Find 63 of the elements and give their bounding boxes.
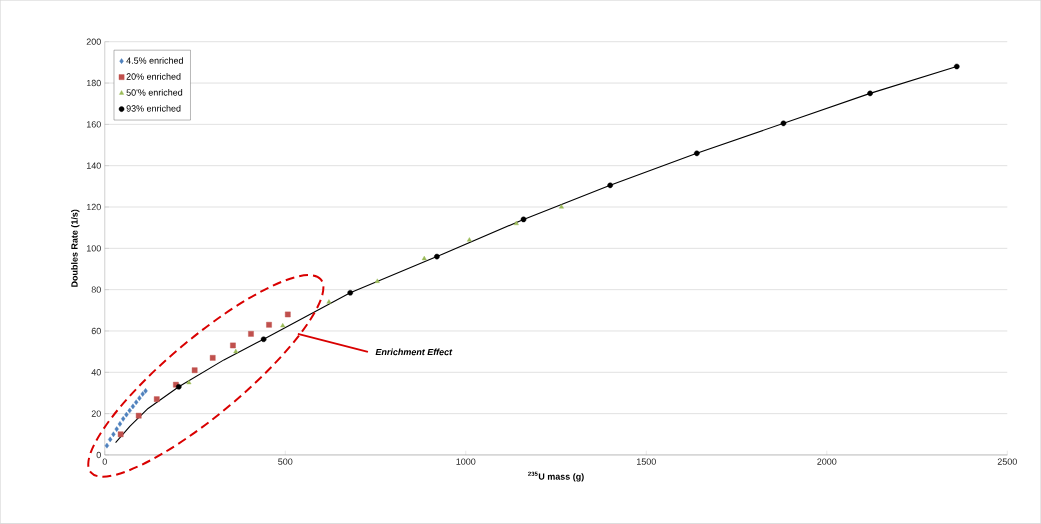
- point: [280, 323, 286, 328]
- x-tick-label: 2500: [997, 458, 1017, 465]
- point: [130, 403, 136, 410]
- point: [285, 311, 291, 318]
- point: [347, 290, 354, 296]
- point: [230, 342, 236, 349]
- point: [780, 120, 787, 127]
- point: [266, 322, 272, 328]
- y-tick-label: 40: [91, 369, 101, 376]
- point: [186, 380, 192, 385]
- point: [466, 237, 472, 242]
- point: [520, 216, 527, 223]
- legend-label: 4.5% enriched: [126, 57, 183, 64]
- point: [867, 90, 873, 97]
- x-tick-label: 0: [102, 458, 107, 465]
- point: [513, 220, 519, 226]
- y-tick-label: 180: [86, 80, 101, 87]
- y-tick-label: 200: [86, 38, 101, 46]
- point: [421, 256, 427, 261]
- point: [121, 416, 126, 422]
- point: [137, 395, 142, 402]
- y-tick-label: 0: [96, 451, 101, 459]
- annotation: Enrichment Effect: [375, 348, 453, 356]
- point: [114, 426, 119, 433]
- x-tick-label: 1500: [636, 458, 656, 465]
- point: [233, 349, 239, 354]
- point: [134, 399, 139, 406]
- point: [153, 396, 160, 403]
- x-tick-label: 1000: [456, 458, 476, 465]
- legend-label: 93% enriched: [126, 105, 181, 112]
- point: [694, 150, 700, 157]
- point: [117, 421, 123, 427]
- y-tick-label: 120: [86, 203, 101, 211]
- point: [127, 407, 132, 414]
- y-tick-label: 80: [91, 286, 101, 293]
- point: [326, 299, 332, 304]
- legend-label: 20% enriched: [126, 73, 181, 80]
- x-tick-label: 2000: [817, 458, 837, 465]
- x-axis-title: $^{235}$U mass (g): [528, 471, 584, 482]
- y-tick-label: 140: [86, 162, 101, 170]
- point: [953, 63, 960, 70]
- point: [108, 436, 113, 443]
- point: [111, 431, 116, 438]
- point: [124, 412, 129, 418]
- point: [135, 413, 142, 419]
- point: [104, 443, 110, 449]
- point: [434, 253, 440, 260]
- y-axis-title: Doubles Rate (1/s): [71, 209, 80, 288]
- point: [260, 336, 267, 343]
- point: [143, 388, 148, 394]
- y-tick-label: 20: [91, 410, 101, 417]
- point: [559, 204, 564, 209]
- point: [374, 278, 380, 284]
- point: [209, 355, 216, 361]
- x-tick-label: 500: [278, 458, 293, 465]
- y-tick-label: 160: [86, 121, 101, 128]
- point: [248, 331, 254, 337]
- point: [607, 182, 613, 189]
- point: [117, 431, 124, 438]
- point: [191, 367, 198, 374]
- legend-label: 50'% enriched: [126, 89, 183, 96]
- y-tick-label: 100: [86, 245, 101, 252]
- y-tick-label: 60: [91, 327, 101, 335]
